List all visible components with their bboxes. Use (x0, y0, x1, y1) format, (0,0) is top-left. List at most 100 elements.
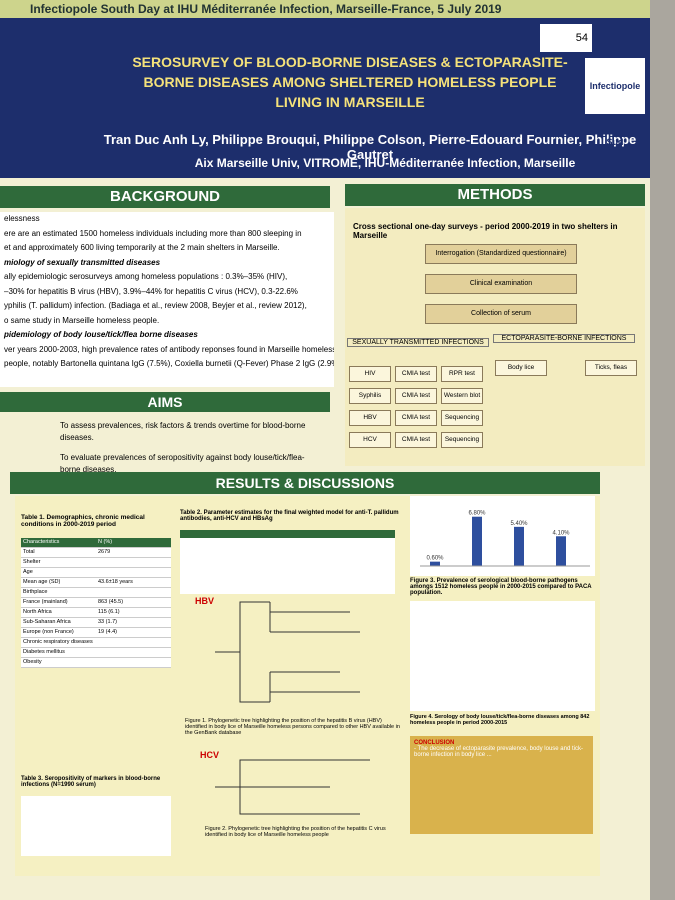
hbv-label: HBV (195, 596, 215, 606)
sti-cell: Syphilis (349, 388, 391, 404)
table1-caption: Table 1. Demographics, chronic medical c… (21, 514, 145, 528)
sti-cell: CMIA test (395, 410, 437, 426)
background-heading: BACKGROUND (0, 186, 330, 208)
figure3-bar (472, 516, 482, 566)
table1-cell (96, 588, 171, 597)
table1-cell: Birthplace (23, 589, 48, 595)
title: SEROSURVEY OF BLOOD-BORNE DISEASES & ECT… (132, 54, 568, 110)
table2-caption: Table 2. Parameter estimates for the fin… (180, 510, 399, 522)
table1-row: Chronic respiratory diseases (21, 638, 171, 648)
table1-row: Total 2679 (21, 548, 171, 558)
sti-cell: HBV (349, 410, 391, 426)
table1-cell: Shelter (23, 559, 41, 565)
table1-row: Characteristics N (%) (21, 538, 171, 548)
table1-row: France (mainland) 863 (45.5) (21, 598, 171, 608)
table1-cell: Sub-Saharan Africa (23, 619, 71, 625)
results-heading: RESULTS & DISCUSSIONS (10, 472, 600, 494)
aim-item: To assess prevalences, risk factors & tr… (60, 421, 306, 442)
figure2-caption: Figure 2. Phylogenetic tree highlighting… (205, 826, 386, 838)
table1-cell: 33 (1.7) (98, 619, 117, 625)
conclusion-text: - The decrease of ectoparasite prevalenc… (414, 746, 583, 758)
table1-cell (96, 558, 171, 567)
sti-cell: Western blot (441, 388, 483, 404)
table1-cell: 2679 (98, 549, 111, 555)
table1-cell (96, 648, 171, 657)
background-line: et and approximately 600 living temporar… (4, 243, 280, 252)
table1-cell: France (mainland) (23, 599, 68, 605)
methods-panel: Cross sectional one-day surveys - period… (345, 208, 645, 466)
table2 (180, 530, 395, 594)
table1-cell (96, 638, 171, 647)
table1-cell: 115 (6.1) (98, 609, 120, 615)
figure3-chart: 0.60% 6.80% 5.40% 4.10% (410, 496, 595, 576)
figure3-value-label: 5.40% (510, 521, 528, 527)
hcv-label: HCV (200, 750, 220, 760)
figure3-value-label: 6.80% (468, 511, 486, 517)
table1-cell (96, 658, 171, 667)
conclusion: CONCLUSION - The decrease of ectoparasit… (410, 736, 593, 834)
table1-cell: Total (23, 549, 35, 555)
background-line: ere are an estimated 1500 homeless indiv… (4, 228, 302, 238)
table1-cell: North Africa (23, 609, 52, 615)
method-step: Interrogation (Standardized questionnair… (425, 244, 577, 264)
sti-cell: HIV (349, 366, 391, 382)
table1-cell: Characteristics (23, 539, 60, 545)
banner: Infectiopole South Day at IHU Méditerran… (0, 0, 650, 18)
ecto-item: Ticks, fleas (585, 360, 637, 376)
table1-cell: 19 (4.4) (98, 629, 117, 635)
ecto-heading: ECTOPARASITE-BORNE INFECTIONS (493, 334, 635, 343)
table1-cell: Europe (non France) (23, 629, 74, 635)
figure3-bar (556, 536, 566, 566)
figure4-caption: Figure 4. Serology of body louse/tick/fl… (410, 714, 590, 726)
aims-list: To assess prevalences, risk factors & tr… (60, 420, 320, 484)
table1-cell: 43.6±18 years (98, 579, 133, 585)
table1-row: Diabetes mellitus (21, 648, 171, 658)
table1-row: North Africa 115 (6.1) (21, 608, 171, 618)
sti-cell: CMIA test (395, 366, 437, 382)
table1-cell: Age (23, 569, 33, 575)
results-panel: Table 1. Demographics, chronic medical c… (15, 496, 600, 876)
figure3-bar (430, 561, 440, 566)
table1-row: Shelter (21, 558, 171, 568)
table3 (21, 796, 171, 856)
table1: Characteristics N (%) Total 2679 Shelter Age M… (21, 538, 171, 668)
sti-cell: RPR test (441, 366, 483, 382)
background-line: ver years 2000-2003, high prevalence rat… (4, 344, 334, 354)
methods-heading: METHODS (345, 184, 645, 206)
poster-number: 54 (540, 24, 592, 52)
logo: Infectiopole Sud (585, 58, 645, 147)
background-line: people, notably Bartonella quintana IgG … (4, 359, 334, 368)
background-line: –30% for hepatitis B virus (HBV), 3.9%–4… (4, 286, 298, 296)
table1-cell: Chronic respiratory diseases (23, 639, 93, 645)
table1-cell: Obesity (23, 659, 42, 665)
affiliation: Aix Marseille Univ, VITROME, IHU-Méditer… (194, 156, 576, 170)
figure3-value-label: 0.60% (426, 556, 444, 562)
sti-heading: SEXUALLY TRANSMITTED INFECTIONS (347, 338, 489, 347)
sti-cell: Sequencing (441, 432, 483, 448)
hbv-tree (215, 601, 360, 703)
conclusion-heading: CONCLUSION (414, 740, 455, 746)
figure3-value-label: 4.10% (552, 530, 570, 536)
table1-row: Birthplace (21, 588, 171, 598)
table1-cell: Diabetes mellitus (23, 649, 65, 655)
table1-cell: 863 (45.5) (98, 599, 124, 605)
aim-item: To evaluate prevalences of seropositivit… (60, 453, 305, 474)
sti-cell: HCV (349, 432, 391, 448)
poster: Infectiopole South Day at IHU Méditerran… (0, 0, 650, 900)
background-line: miology of sexually transmitted diseases (4, 257, 161, 267)
method-step: Clinical examination (425, 274, 577, 294)
figure1-caption: Figure 1. Phylogenetic tree highlighting… (185, 718, 400, 736)
table1-cell: Mean age (SD) (23, 579, 61, 585)
table1-row: Sub-Saharan Africa 33 (1.7) (21, 618, 171, 628)
table1-row: Age (21, 568, 171, 578)
sti-cell: CMIA test (395, 388, 437, 404)
sti-cell: CMIA test (395, 432, 437, 448)
table1-row: Obesity (21, 658, 171, 668)
figure4-chart (410, 601, 595, 711)
method-step: Collection of serum (425, 304, 577, 324)
background-text: elessness ere are an estimated 1500 homel… (0, 212, 334, 387)
table1-cell (96, 568, 171, 577)
aims-heading: AIMS (0, 392, 330, 412)
background-line: elessness (4, 214, 40, 223)
